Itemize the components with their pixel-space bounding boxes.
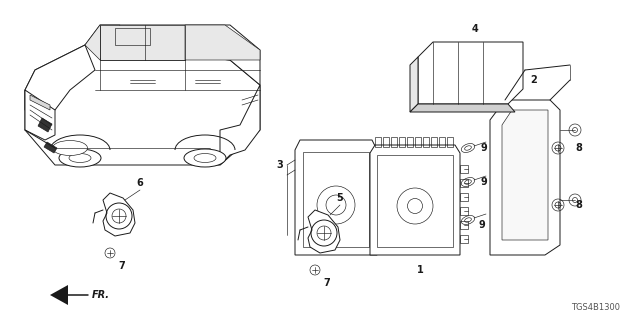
Text: 7: 7 bbox=[118, 261, 125, 271]
Text: FR.: FR. bbox=[92, 290, 110, 300]
Bar bbox=[431, 137, 437, 147]
Text: 8: 8 bbox=[575, 143, 582, 153]
Bar bbox=[391, 137, 397, 147]
Polygon shape bbox=[85, 25, 120, 60]
Polygon shape bbox=[410, 104, 515, 112]
Polygon shape bbox=[25, 45, 95, 110]
Polygon shape bbox=[410, 57, 418, 112]
Ellipse shape bbox=[194, 154, 216, 163]
Bar bbox=[460, 235, 468, 243]
Text: 4: 4 bbox=[472, 24, 478, 34]
Text: 8: 8 bbox=[575, 200, 582, 210]
Bar bbox=[384, 155, 389, 165]
Ellipse shape bbox=[69, 154, 91, 163]
Ellipse shape bbox=[59, 149, 101, 167]
Bar bbox=[378, 155, 383, 165]
Text: 2: 2 bbox=[530, 75, 537, 85]
Polygon shape bbox=[103, 193, 135, 236]
Bar bbox=[383, 137, 389, 147]
Bar bbox=[303, 152, 369, 247]
Bar bbox=[372, 155, 377, 165]
Polygon shape bbox=[308, 210, 340, 253]
Text: 7: 7 bbox=[323, 278, 330, 288]
Polygon shape bbox=[295, 140, 377, 255]
Text: 5: 5 bbox=[337, 193, 344, 203]
Text: 1: 1 bbox=[417, 265, 424, 275]
Polygon shape bbox=[490, 100, 560, 255]
Polygon shape bbox=[115, 28, 150, 45]
Ellipse shape bbox=[184, 149, 226, 167]
Polygon shape bbox=[25, 45, 260, 165]
Polygon shape bbox=[38, 118, 52, 132]
Bar bbox=[390, 155, 395, 165]
Bar bbox=[460, 165, 468, 173]
Bar bbox=[415, 137, 421, 147]
Polygon shape bbox=[50, 285, 68, 305]
Text: 9: 9 bbox=[480, 177, 487, 187]
Polygon shape bbox=[220, 85, 260, 165]
Bar bbox=[447, 137, 453, 147]
Bar bbox=[460, 193, 468, 201]
Polygon shape bbox=[30, 95, 50, 110]
Bar bbox=[407, 137, 413, 147]
Bar bbox=[460, 221, 468, 229]
Polygon shape bbox=[502, 110, 548, 240]
Text: 6: 6 bbox=[136, 178, 143, 188]
Bar bbox=[460, 207, 468, 215]
Bar bbox=[375, 137, 381, 147]
Polygon shape bbox=[418, 42, 523, 104]
Polygon shape bbox=[25, 90, 55, 140]
Polygon shape bbox=[44, 142, 57, 153]
Text: 9: 9 bbox=[480, 143, 487, 153]
Polygon shape bbox=[85, 25, 260, 85]
Text: 3: 3 bbox=[276, 160, 283, 170]
Text: 9: 9 bbox=[478, 220, 484, 230]
Ellipse shape bbox=[52, 140, 88, 156]
Bar bbox=[460, 179, 468, 187]
Polygon shape bbox=[100, 25, 185, 60]
Bar bbox=[377, 155, 453, 247]
Polygon shape bbox=[370, 145, 460, 255]
Bar bbox=[423, 137, 429, 147]
Bar bbox=[399, 137, 405, 147]
Polygon shape bbox=[185, 25, 260, 60]
Bar bbox=[439, 137, 445, 147]
Text: TGS4B1300: TGS4B1300 bbox=[571, 303, 620, 312]
